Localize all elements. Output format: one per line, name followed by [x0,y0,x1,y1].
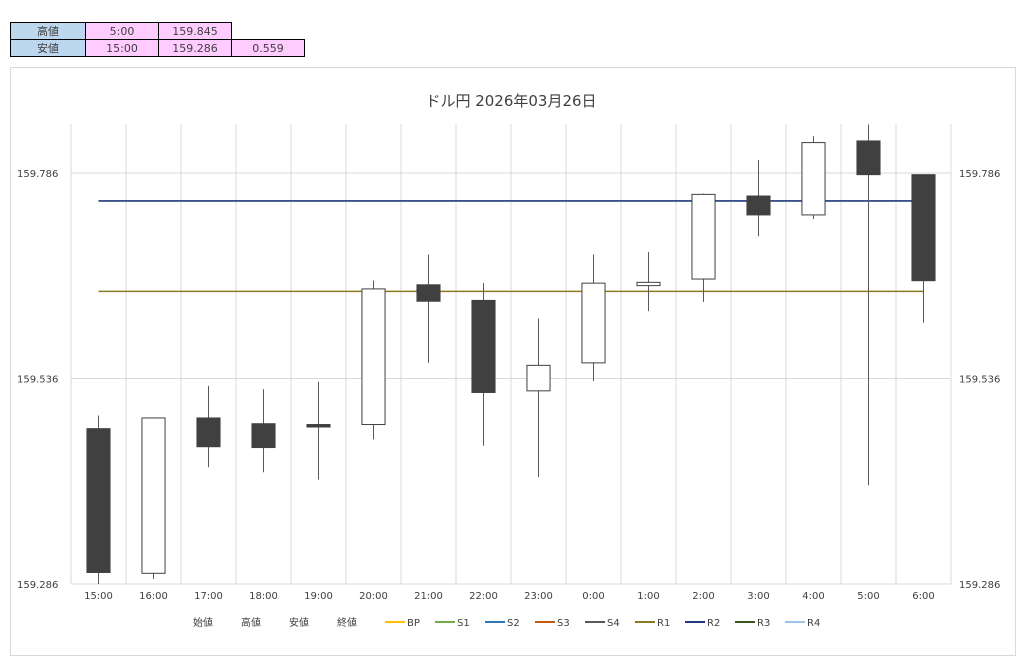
y-tick-label-left: 159.786 [17,169,58,180]
candle-body [306,424,331,428]
legend-item: S3 [557,618,570,629]
x-tick-label: 20:00 [359,591,388,602]
chart-area: ドル円 2026年03月26日 159.786 159.786 159.536 159.… [10,67,1016,656]
x-tick-label: 6:00 [912,591,934,602]
x-tick-label: 16:00 [139,591,168,602]
summary-table: 高値 5:00 159.845 安値 15:00 159.286 0.559 [10,22,305,57]
summary-row-high: 高値 5:00 159.845 [10,22,305,40]
legend-item: 始値 [193,616,213,629]
x-tick-label: 22:00 [469,591,498,602]
legend-item: 安値 [289,616,309,629]
x-tick-label: 17:00 [194,591,223,602]
x-tick-label: 19:00 [304,591,333,602]
summary-low-time: 15:00 [85,39,159,57]
x-tick-label: 5:00 [857,591,879,602]
x-tick-label: 3:00 [747,591,769,602]
candle-body [251,423,276,449]
y-tick-label-left: 159.536 [17,375,58,386]
y-tick-label-right: 159.286 [959,580,1000,591]
legend-item: S2 [507,618,520,629]
candle-body [141,417,166,574]
summary-empty-cell [232,23,305,40]
x-tick-label: 18:00 [249,591,278,602]
candle-body [196,417,221,448]
y-tick-label-right: 159.536 [959,375,1000,386]
candle-body [746,195,771,216]
x-tick-label: 4:00 [802,591,824,602]
candle-body [86,428,111,573]
summary-low-label: 安値 [10,39,86,57]
legend-item: R2 [707,618,720,629]
summary-high-value: 159.845 [158,22,232,40]
y-tick-label-right: 159.786 [959,169,1000,180]
candle-body [911,174,936,282]
candle-body [691,193,716,280]
x-tick-label: 23:00 [524,591,553,602]
y-tick-label-left: 159.286 [17,580,58,591]
x-tick-label: 15:00 [84,591,113,602]
candle-body [581,282,606,364]
candlestick-chart: ドル円 2026年03月26日 159.786 159.786 159.536 159.… [17,92,1000,629]
legend-item: S4 [607,618,620,629]
x-tick-label: 0:00 [582,591,604,602]
candle-body [471,299,496,393]
candle-body [416,284,441,302]
candle-body [526,364,551,392]
summary-high-time: 5:00 [85,22,159,40]
legend-item: 終値 [337,616,357,629]
legend-item: S1 [457,618,470,629]
x-tick-label: 1:00 [637,591,659,602]
legend-item: R3 [757,618,770,629]
candle-body [636,281,661,287]
candle-body [361,288,386,426]
candle-body [856,140,881,176]
candle-body [801,142,826,216]
x-tick-label: 21:00 [414,591,443,602]
summary-low-value: 159.286 [158,39,232,57]
summary-row-low: 安値 15:00 159.286 0.559 [10,39,305,57]
legend-item: R1 [657,618,670,629]
legend-item: 高値 [241,616,261,629]
chart-title: ドル円 2026年03月26日 [425,92,596,110]
x-tick-label: 2:00 [692,591,714,602]
summary-high-label: 高値 [10,22,86,40]
summary-range-value: 0.559 [231,39,305,57]
legend-item: BP [407,618,420,629]
legend-item: R4 [807,618,820,629]
